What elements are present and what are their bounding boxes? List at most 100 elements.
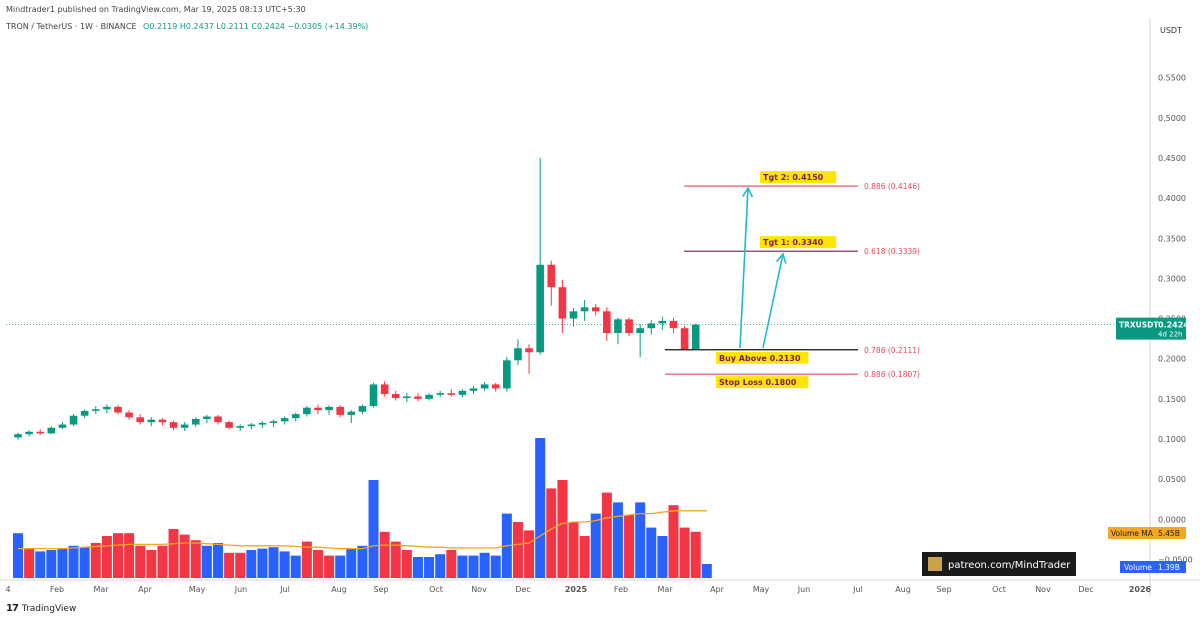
x-tick-label: Oct	[429, 585, 443, 594]
candle-body	[58, 424, 67, 428]
x-tick-label: 2025	[565, 585, 588, 594]
candle-body	[325, 406, 333, 411]
arrow-tgt2-shaft	[739, 187, 749, 349]
volume-bar	[524, 530, 535, 578]
volume-bar	[390, 541, 401, 578]
volume-bar	[112, 533, 123, 578]
volume-bar	[612, 502, 623, 578]
y-tick-label: 0.3500	[1158, 234, 1186, 243]
volume-bar	[79, 547, 90, 578]
candle-body	[525, 348, 533, 353]
arrow-tgt1-shaft	[762, 253, 784, 349]
volume-ma-path	[18, 510, 707, 550]
candle-body	[614, 319, 622, 334]
candle-body	[347, 411, 356, 415]
watermark-text: patreon.com/MindTrader	[948, 560, 1071, 571]
x-tick-label: Jul	[852, 585, 863, 594]
stop-fib-label: 0.886 (0.1807)	[864, 370, 920, 379]
candle-body	[414, 396, 422, 399]
volume-bar	[190, 540, 201, 578]
x-tick-label: Dec	[1078, 585, 1093, 594]
x-tick-label: Jul	[279, 585, 290, 594]
candle-body	[625, 319, 633, 334]
candle-body	[303, 407, 311, 415]
candle-body	[36, 431, 45, 434]
volume-bar	[57, 548, 68, 578]
arrow-tgt2-head	[742, 186, 754, 198]
volume-bar	[512, 522, 523, 578]
volume-bar	[168, 529, 179, 578]
candle-body	[558, 287, 567, 319]
candle-body	[236, 426, 244, 428]
price-tag-countdown: 4d 22h	[1158, 331, 1182, 339]
volume-bar	[179, 534, 190, 578]
y-tick-label: 0.0500	[1158, 475, 1186, 484]
candle-body	[403, 396, 411, 399]
candle-body	[47, 427, 56, 434]
volume-bar	[646, 527, 657, 578]
candle-body	[336, 406, 344, 415]
volume-bar	[379, 531, 390, 578]
candle-body	[158, 419, 167, 423]
x-tick-label: 2026	[1129, 585, 1152, 594]
candles	[14, 157, 700, 440]
candle-body	[447, 393, 456, 395]
x-tick-label: May	[189, 585, 206, 594]
volume-bar	[457, 555, 468, 578]
x-tick-label: Aug	[895, 585, 911, 594]
y-tick-label: 0.5500	[1158, 74, 1186, 83]
tradingview-brand: TradingView	[21, 603, 77, 614]
y-tick-label: 0.5000	[1158, 114, 1186, 123]
candle-body	[547, 264, 556, 288]
buy-fib-label: 0.786 (0.2111)	[864, 346, 920, 355]
candle-body	[669, 320, 678, 329]
volume-bar	[579, 536, 590, 578]
volume-bar	[246, 550, 257, 578]
volume-bar	[68, 545, 79, 578]
volume-bar	[46, 550, 57, 578]
tgt2-fib-label: 0.886 (0.4146)	[864, 182, 920, 191]
volume-bar	[368, 480, 379, 578]
candle-body	[480, 384, 489, 389]
published-line: Mindtrader1 published on TradingView.com…	[6, 5, 306, 14]
vol-ma-tag-box	[1108, 527, 1186, 539]
volume-bar	[90, 543, 101, 578]
volume-bar	[657, 536, 668, 578]
volume-bar	[635, 502, 646, 578]
arrow-tgt1-head	[775, 252, 787, 264]
volume-bar	[357, 545, 368, 578]
volume-bar	[279, 551, 290, 578]
candle-body	[91, 409, 100, 411]
candle-body	[658, 320, 667, 324]
candle-body	[514, 348, 522, 361]
x-tick-label: Nov	[1035, 585, 1051, 594]
axes: USDT 0.5500 0.5000 0.4500 0.4000 0.3500 0.3000…	[0, 18, 1200, 596]
symbol-line: TRON / TetherUS · 1W · BINANCE O0.2119 H…	[6, 22, 368, 31]
volume-bar	[701, 564, 712, 578]
tradingview-logo[interactable]: 17 TradingView	[6, 603, 76, 614]
candle-body	[591, 307, 600, 312]
candle-body	[125, 412, 133, 418]
price-tag-box	[1116, 317, 1186, 340]
volume-bar	[490, 555, 501, 578]
volume-bar	[35, 551, 46, 578]
volume-bar	[435, 554, 446, 578]
volume-bars	[13, 438, 712, 578]
candle-body	[280, 418, 289, 422]
y-tick-label: 0.1500	[1158, 395, 1186, 404]
buy-label-text: Buy Above 0.2130	[719, 354, 801, 363]
x-tick-label: Nov	[471, 585, 487, 594]
volume-bar	[468, 555, 479, 578]
symbol-title[interactable]: TRON / TetherUS · 1W · BINANCE	[6, 22, 137, 31]
volume-bar	[668, 505, 679, 578]
volume-bar	[268, 547, 279, 578]
volume-bar	[235, 552, 246, 578]
volume-bar	[290, 555, 301, 578]
candle-body	[269, 421, 278, 423]
x-tick-label: Jun	[797, 585, 811, 594]
vol-ma-tag-value: 5.45B	[1158, 529, 1180, 538]
volume-bar	[568, 522, 579, 578]
tgt1-label-text: Tgt 1: 0.3340	[763, 238, 824, 247]
y-tick-label: −0.0500	[1158, 555, 1193, 564]
